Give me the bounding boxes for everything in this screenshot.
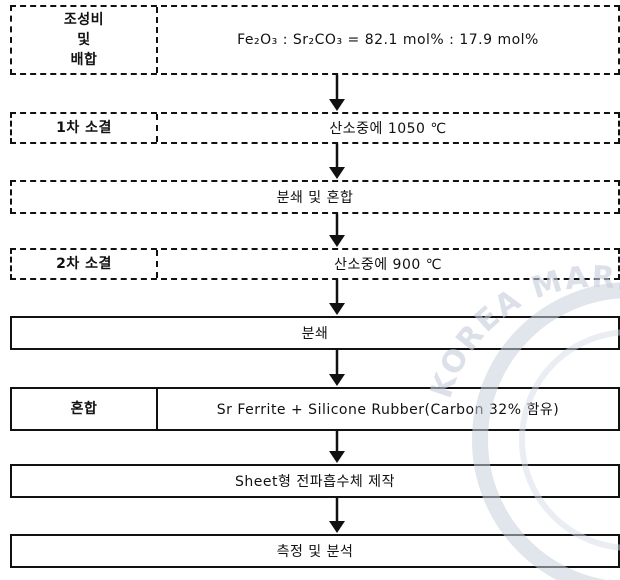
step-first-sintering-condition: 산소중에 1050 ℃ — [329, 121, 447, 137]
watermark-text: KOREA MARITIME — [410, 200, 620, 402]
arrow-6 — [325, 431, 349, 464]
arrow-4 — [325, 280, 349, 316]
step-mixing-composition: Sr Ferrite + Silicone Rubber(Carbon 32% … — [216, 402, 560, 418]
step-second-sintering-label: 2차 소결 — [12, 250, 158, 278]
step-sheet-fabrication: Sheet형 전파흡수체 제작 — [10, 464, 620, 498]
step-mixing-label: 혼합 — [12, 389, 158, 429]
arrow-5 — [325, 350, 349, 387]
arrow-7 — [325, 498, 349, 534]
step-second-sintering: 2차 소결 산소중에 900 ℃ — [10, 248, 620, 280]
step-composition-label: 조성비 및 배합 — [12, 7, 158, 73]
step-grinding-mixing: 분쇄 및 혼합 — [10, 180, 620, 214]
step-composition-formula: Fe₂O₃ : Sr₂CO₃ = 82.1 mol% : 17.9 mol% — [237, 32, 539, 48]
step-grinding: 분쇄 — [10, 316, 620, 350]
step-mixing: 혼합 Sr Ferrite + Silicone Rubber(Carbon 3… — [10, 387, 620, 431]
arrow-1 — [325, 75, 349, 112]
step-measurement-analysis: 측정 및 분석 — [10, 534, 620, 568]
step-composition: 조성비 및 배합 Fe₂O₃ : Sr₂CO₃ = 82.1 mol% : 17… — [10, 5, 620, 75]
arrow-2 — [325, 144, 349, 180]
svg-text:KOREA MARITIME: KOREA MARITIME — [410, 200, 620, 402]
step-second-sintering-condition: 산소중에 900 ℃ — [334, 257, 442, 273]
step-first-sintering: 1차 소결 산소중에 1050 ℃ — [10, 112, 620, 144]
step-first-sintering-label: 1차 소결 — [12, 114, 158, 142]
arrow-3 — [325, 214, 349, 248]
